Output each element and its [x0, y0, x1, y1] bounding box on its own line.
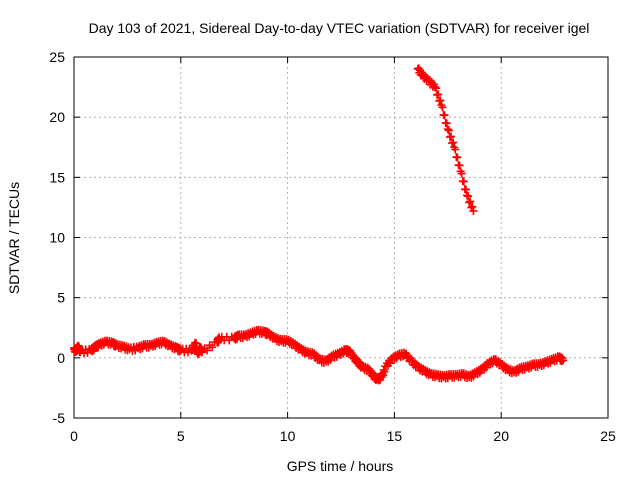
data-point: [208, 343, 217, 352]
x-axis-label: GPS time / hours: [287, 458, 394, 474]
y-tick-label: 5: [57, 290, 65, 306]
data-point: [457, 169, 466, 178]
data-point: [559, 356, 568, 365]
data-point: [459, 177, 468, 186]
data-point: [466, 197, 475, 206]
data-point: [449, 138, 458, 147]
data-point: [386, 359, 395, 368]
x-tick-label: 25: [600, 428, 616, 444]
data-point: [468, 202, 477, 211]
data-point: [430, 83, 439, 92]
x-tick-label: 20: [493, 428, 509, 444]
data-point: [436, 96, 445, 105]
data-point: [469, 207, 478, 216]
data-point: [203, 346, 212, 355]
data-point: [463, 191, 472, 200]
x-tick-label: 5: [177, 428, 185, 444]
y-axis-label: SDTVAR / TECUs: [6, 182, 22, 294]
data-point: [455, 161, 464, 170]
y-tick-label: 25: [49, 49, 65, 65]
y-tick-label: 15: [49, 169, 65, 185]
data-point: [451, 145, 460, 154]
data-point: [443, 125, 452, 134]
chart-title: Day 103 of 2021, Sidereal Day-to-day VTE…: [89, 20, 590, 36]
data-point: [447, 132, 456, 141]
data-point: [440, 111, 449, 120]
data-point: [434, 90, 443, 99]
data-points: [70, 64, 568, 385]
data-point: [444, 126, 453, 135]
y-tick-label: -5: [53, 410, 66, 426]
data-point: [432, 84, 441, 93]
data-point: [461, 185, 470, 194]
data-point: [183, 348, 192, 357]
y-tick-label: 0: [57, 350, 65, 366]
data-point: [438, 103, 447, 112]
x-tick-label: 15: [387, 428, 403, 444]
data-point: [453, 153, 462, 162]
y-tick-label: 10: [49, 230, 65, 246]
data-point: [464, 192, 473, 201]
x-tick-label: 0: [70, 428, 78, 444]
y-tick-label: 20: [49, 109, 65, 125]
x-tick-label: 10: [280, 428, 296, 444]
data-point: [176, 346, 185, 355]
data-point: [465, 198, 474, 207]
data-point: [442, 119, 451, 128]
